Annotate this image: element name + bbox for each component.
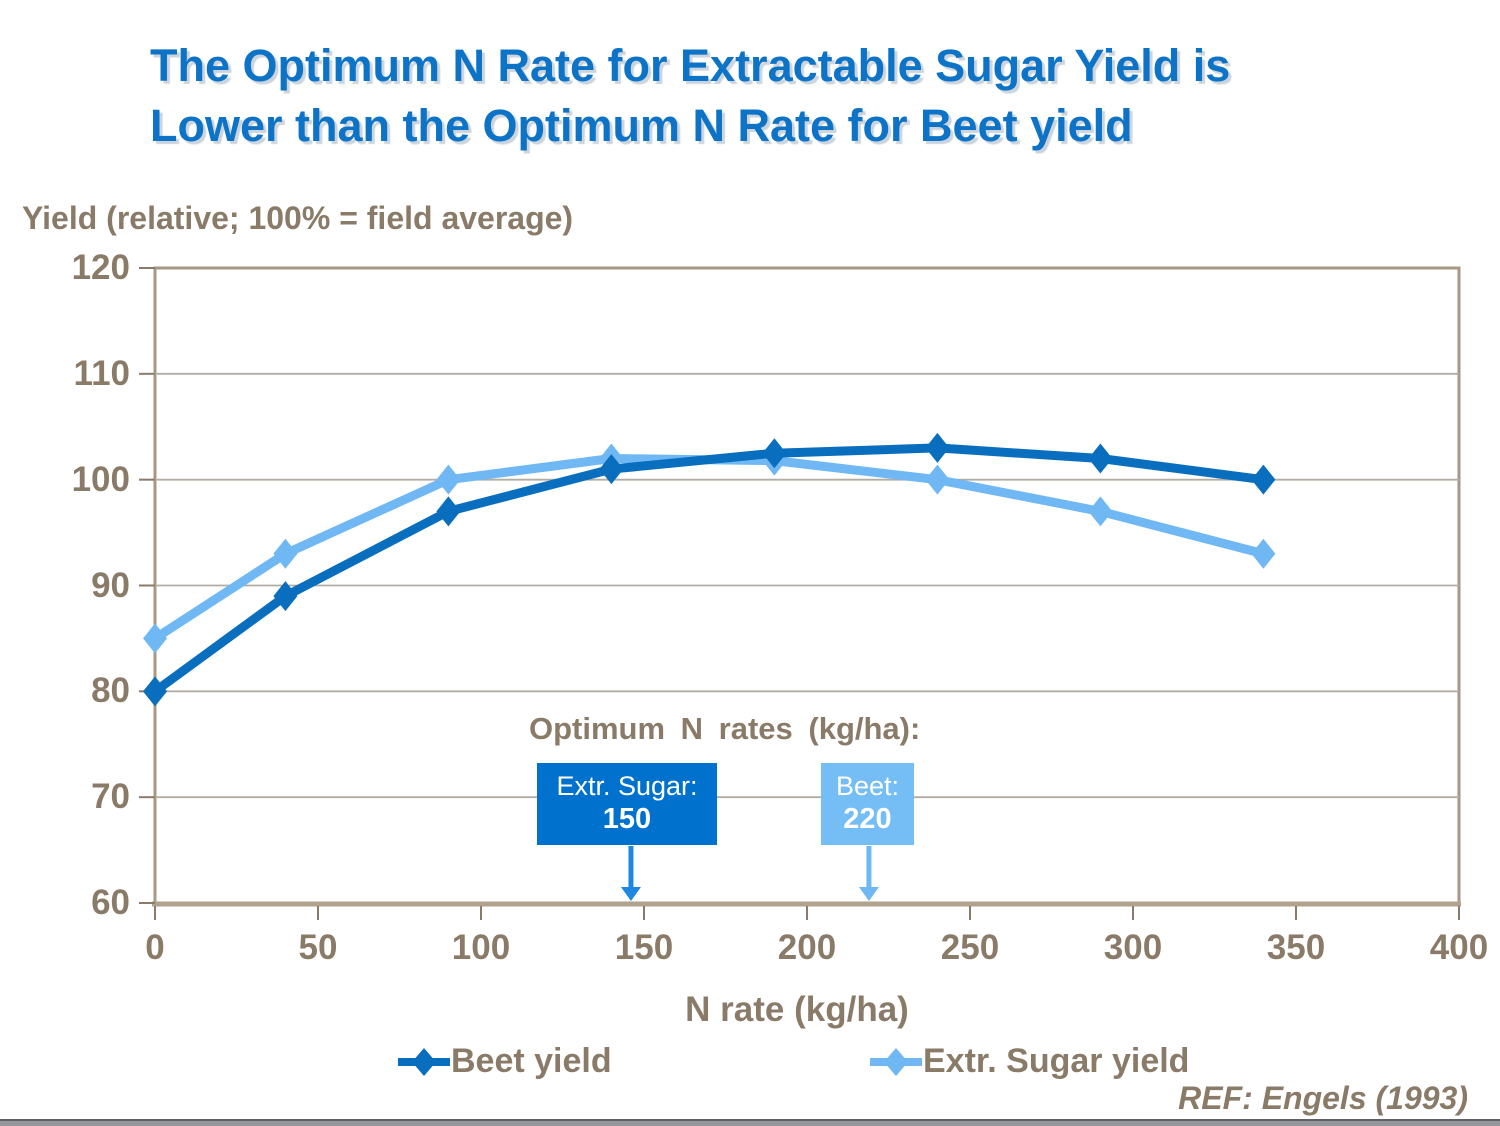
bottom-divider-bar <box>0 1119 1500 1126</box>
series-beet-yield <box>143 432 1276 707</box>
optimum-beet-label: Beet: <box>835 771 900 801</box>
x-tick-label: 50 <box>298 928 338 967</box>
x-tick-label: 100 <box>451 928 511 967</box>
legend-label-beet-yield: Beet yield <box>451 1042 612 1080</box>
beet-yield-marker-icon <box>398 1047 450 1076</box>
y-tick-label: 80 <box>91 671 130 711</box>
arrow-beet-optimum <box>858 846 879 901</box>
y-tick-label: 70 <box>91 777 130 817</box>
optimum-extr-sugar-value: 150 <box>602 803 652 835</box>
legend-label-extr-sugar-yield: Extr. Sugar yield <box>923 1042 1190 1080</box>
axis-ticks <box>139 267 1460 920</box>
series-extr-sugar-yield <box>143 443 1276 654</box>
legend-item-extr-sugar-yield: Extr. Sugar yield <box>870 1042 1189 1081</box>
plot-frame-and-gridlines <box>152 266 1461 907</box>
x-tick-label: 350 <box>1266 928 1326 967</box>
x-tick-label: 300 <box>1103 928 1163 967</box>
y-tick-label: 120 <box>71 248 130 287</box>
x-tick-label: 400 <box>1429 928 1489 967</box>
y-axis-title: Yield (relative; 100% = field average) <box>22 200 574 236</box>
slide-title: The Optimum N Rate for Extractable Sugar… <box>150 36 1230 156</box>
y-tick-label: 110 <box>73 353 130 393</box>
optimum-extr-sugar-box: Extr. Sugar: 150 <box>537 763 717 845</box>
reference-text: REF: Engels (1993) <box>1178 1080 1468 1116</box>
x-tick-label: 250 <box>940 928 1000 967</box>
slide-title-line1: The Optimum N Rate for Extractable Sugar… <box>150 40 1231 91</box>
x-tick-label: 200 <box>777 928 837 967</box>
optimum-beet-value: 220 <box>843 803 892 835</box>
x-axis-title: N rate (kg/ha) <box>685 990 909 1029</box>
extr-sugar-yield-marker-icon <box>870 1047 922 1076</box>
x-tick-label: 0 <box>145 928 165 967</box>
legend-item-beet-yield: Beet yield <box>398 1042 612 1081</box>
x-tick-label: 150 <box>614 928 674 967</box>
y-tick-label: 60 <box>91 883 130 922</box>
optimum-beet-box: Beet: 220 <box>821 763 914 845</box>
y-tick-label: 90 <box>91 565 130 605</box>
slide-title-line2: Lower than the Optimum N Rate for Beet y… <box>150 100 1133 151</box>
arrow-extr-sugar-optimum <box>620 846 641 901</box>
optimum-extr-sugar-label: Extr. Sugar: <box>556 771 698 801</box>
annotation-heading: Optimum N rates (kg/ha): <box>529 711 921 746</box>
y-tick-label: 100 <box>71 459 130 499</box>
